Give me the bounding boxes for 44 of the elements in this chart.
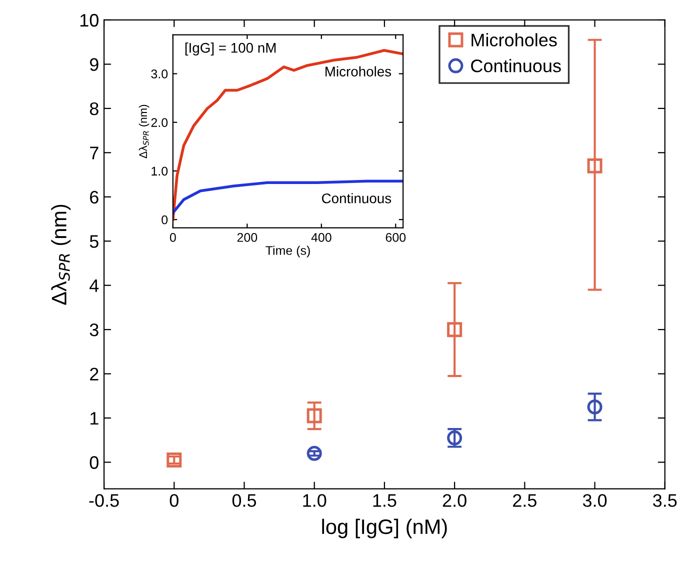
y-tick-label: 0 <box>90 456 98 469</box>
point <box>587 158 602 174</box>
series-label: Continuous <box>322 193 392 204</box>
line-series <box>172 180 404 214</box>
y-tick-label: 0 <box>162 215 168 224</box>
series-label: Microholes <box>326 66 392 76</box>
x-tick-label: 0 <box>170 494 178 507</box>
y-tick-label: 5 <box>90 235 98 248</box>
y-tick-label: 1.0 <box>152 166 168 176</box>
x-tick-label: 2.5 <box>513 494 536 507</box>
x-tick-label: 400 <box>311 233 332 242</box>
y-tick-label: 2 <box>90 368 98 380</box>
x-tick-label: 0 <box>170 233 176 242</box>
x-tick-label: 1.5 <box>373 494 396 507</box>
y-tick-label: 3 <box>90 324 98 336</box>
x-tick-label: 0.5 <box>232 494 256 507</box>
legend-label: Continuous <box>471 59 561 72</box>
x-tick-label: 200 <box>237 233 258 242</box>
y-tick-label: 6 <box>90 190 98 204</box>
x-tick-label: 600 <box>386 233 406 242</box>
point <box>166 452 182 468</box>
point <box>306 408 322 424</box>
point <box>447 322 462 338</box>
legend-label: Microholes <box>472 33 557 46</box>
y-tick-label: 3.0 <box>151 70 168 78</box>
x-tick-label: 3.5 <box>653 494 677 507</box>
x-tick-label: 3.0 <box>582 494 607 507</box>
y-tick-label: 7 <box>90 146 98 160</box>
point <box>587 399 602 414</box>
x-tick-label: -0.5 <box>89 494 119 507</box>
y-axis-title: Δλ$_{SPR}$ (nm) <box>51 204 71 305</box>
x-tick-label: 1.0 <box>303 494 326 507</box>
y-tick-label: 1 <box>90 412 98 425</box>
x-tick-label: 2.0 <box>442 494 466 507</box>
annotation: [IgG] = 100 nM <box>185 42 276 56</box>
y-tick-label: 10 <box>80 14 98 27</box>
x-axis-title: log [IgG] (nM) <box>322 518 447 538</box>
y-tick-label: 4 <box>90 279 99 292</box>
y-tick-label: 9 <box>90 58 98 71</box>
x-axis-title: Time (s) <box>266 246 310 258</box>
y-tick-label: 2.0 <box>151 118 168 127</box>
point <box>306 446 322 461</box>
y-tick-label: 8 <box>90 102 98 116</box>
y-axis-title: Δλ$_{SPR}$ (nm) <box>138 104 150 158</box>
